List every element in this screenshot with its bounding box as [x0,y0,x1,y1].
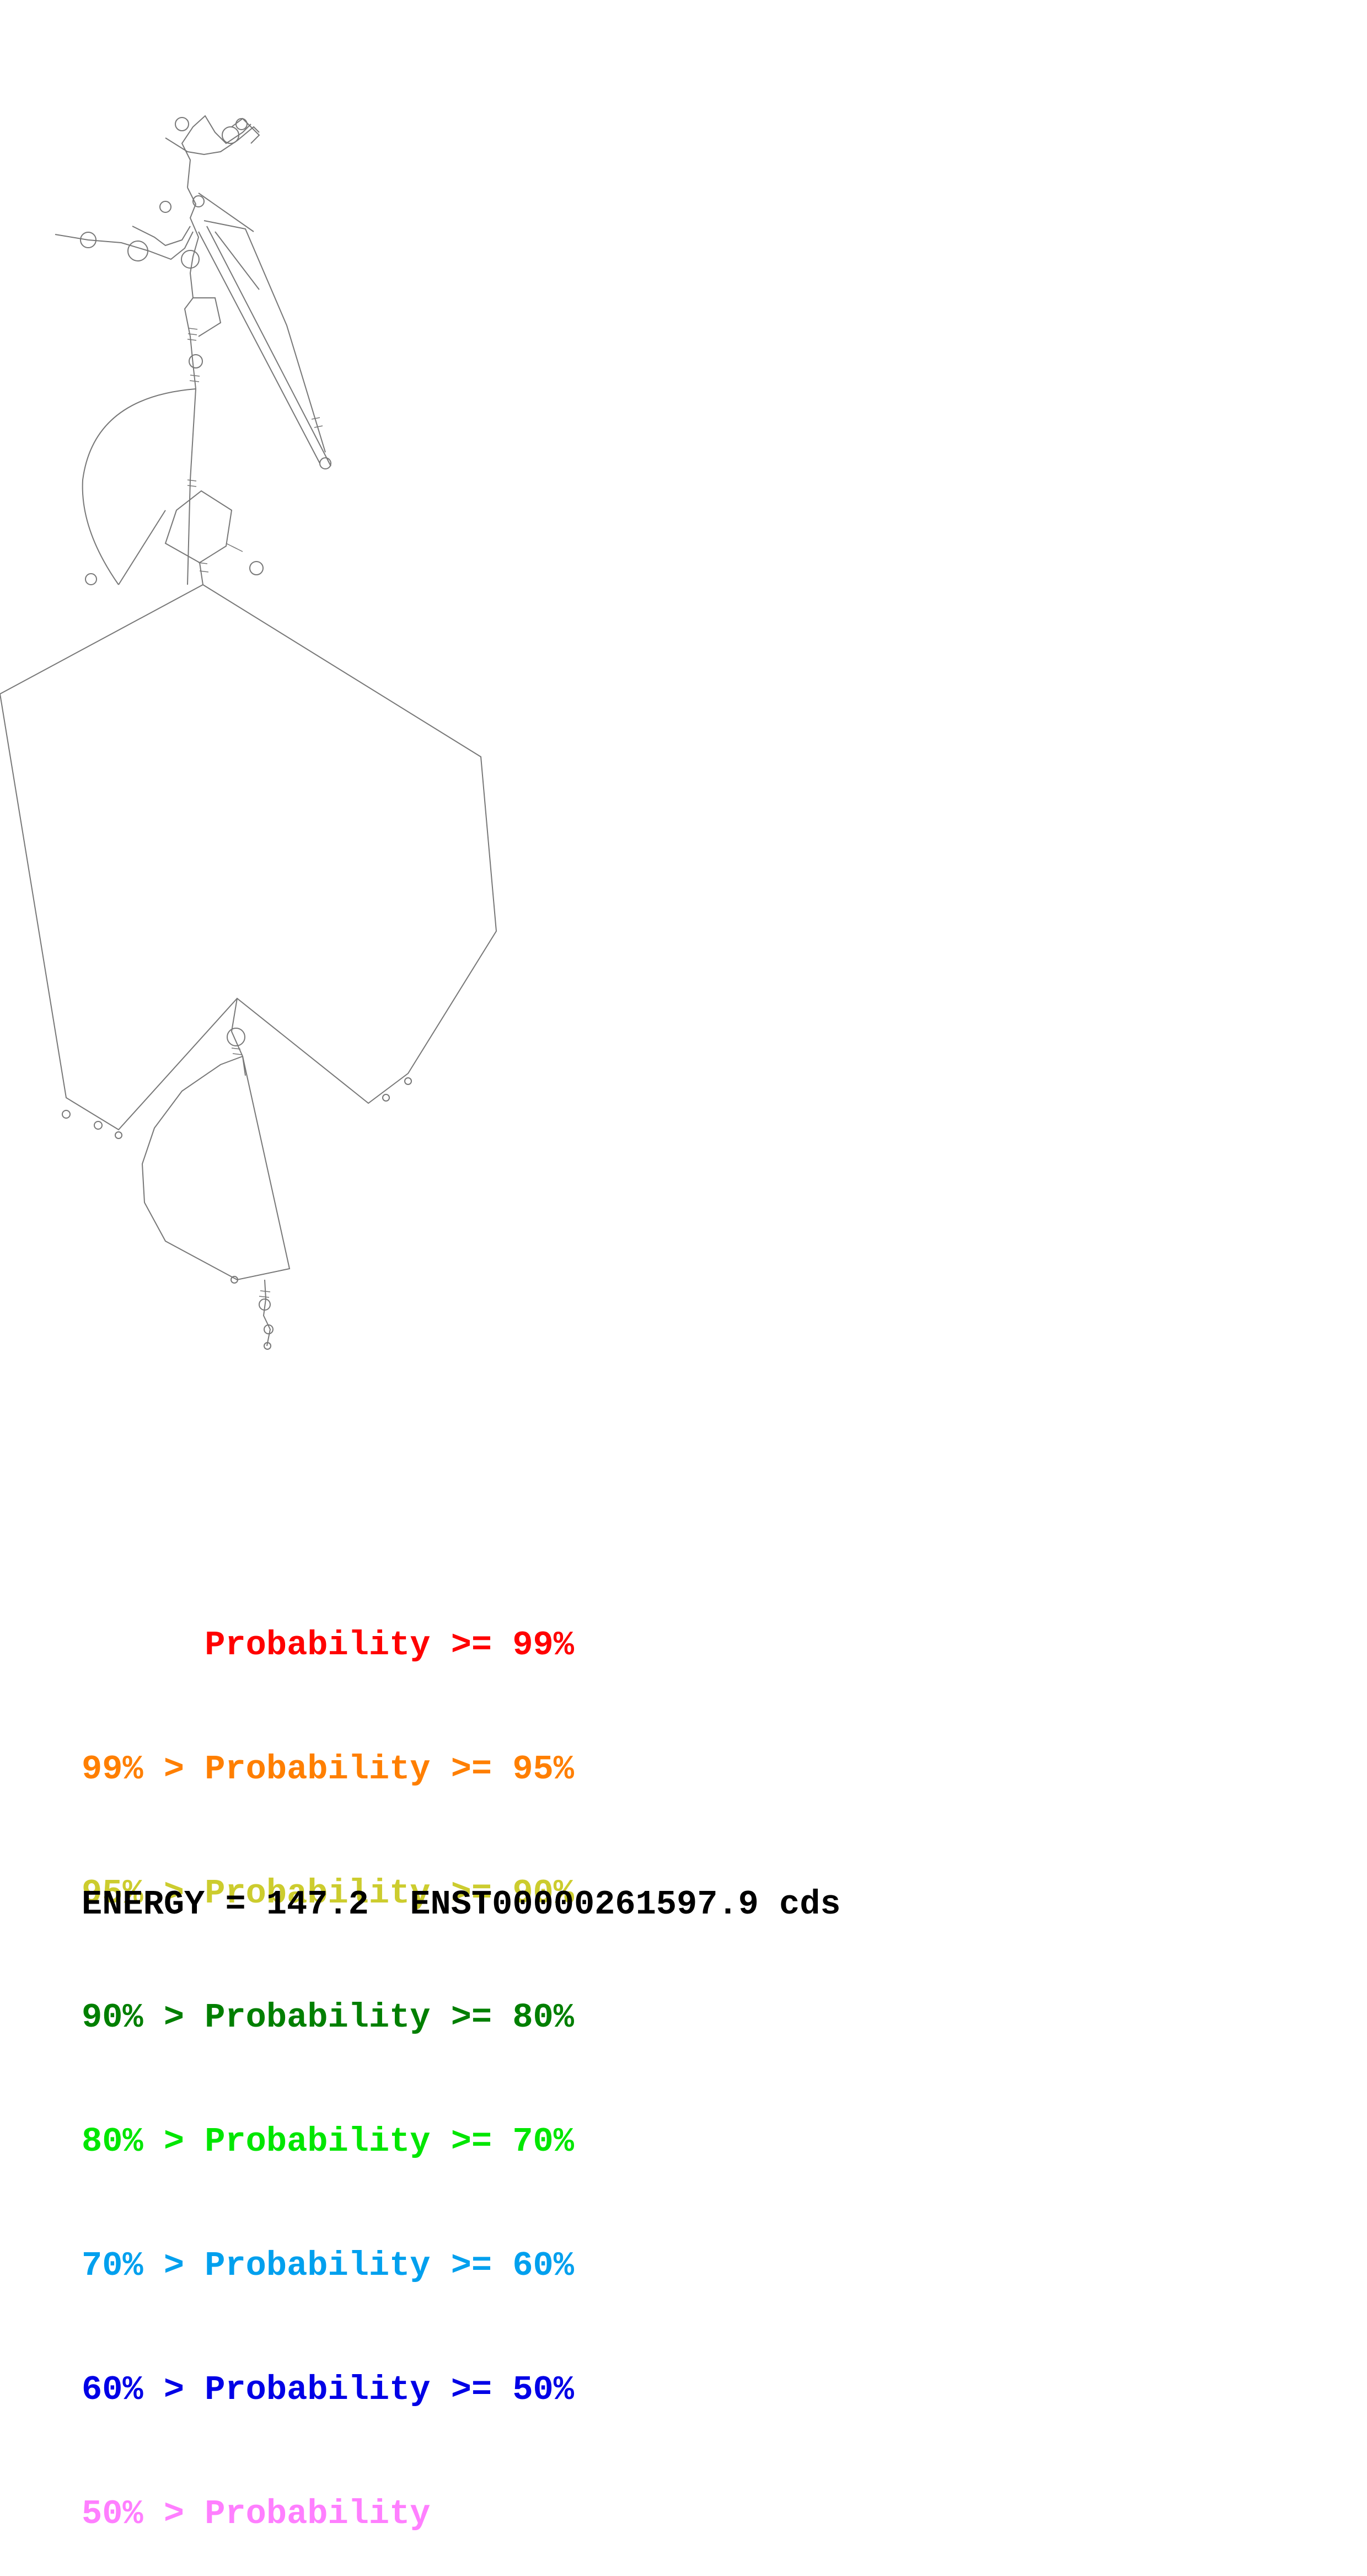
hairpin-loop [222,126,239,144]
structure-backbone [0,115,497,1346]
legend-row-60: 70% > Probability >= 60% [82,2245,574,2286]
hairpin-loop [175,117,189,131]
footer-spacer [369,1885,410,1924]
legend-label: Probability >= 70% [205,2122,574,2161]
long-arm-a [198,231,320,464]
probability-legend: Probability >= 99% 99% > Probability >= … [82,1542,574,2576]
lower-tail [262,1279,271,1346]
legend-prefix: 99% > [82,1750,205,1789]
legend-prefix [82,1626,205,1665]
lower-loop-backbone [141,998,291,1281]
hairpin-loop [230,1276,238,1284]
legend-label: Probability >= 99% [205,1626,574,1665]
hairpin-loop [319,457,331,469]
legend-row-80: 90% > Probability >= 80% [82,1997,574,2038]
hairpin-loop [192,195,205,207]
hairpin-loop [189,354,203,368]
top-tangle-b [165,126,260,156]
top-tangle-a [181,115,251,188]
legend-prefix: 95% > [82,1874,205,1913]
central-multiloop [164,490,233,585]
long-arm-c [203,220,326,453]
legend-prefix: 90% > [82,1998,205,2037]
legend-label: Probability >= 95% [205,1750,574,1789]
hairpin-loop [127,241,148,261]
hairpin-loop [80,232,97,248]
outer-loop-backbone [0,584,497,1131]
structure-loops [62,117,412,1350]
legend-row-90: 95% > Probability >= 90% [82,1873,574,1914]
energy-footer: ENERGY = 147.2 ENST00000261597.9 cds [82,1884,841,1925]
hairpin-loop [382,1094,390,1102]
legend-label: Probability >= 80% [205,1998,574,2037]
hairpin-loop [259,1298,271,1311]
mid-stem [190,388,196,480]
central-stem [187,479,191,585]
legend-label: Probability >= 90% [205,1874,574,1913]
legend-label: Probability >= 60% [205,2246,574,2285]
hairpin-loop [404,1077,412,1085]
energy-value: ENERGY = 147.2 [82,1885,369,1924]
hairpin-loop [227,1028,245,1046]
legend-label: Probability >= 50% [205,2370,574,2409]
legend-row-below-50: 50% > Probability [82,2493,574,2535]
upper-stem [184,297,222,389]
left-arm-b [132,226,191,247]
legend-prefix: 60% > [82,2370,205,2409]
transcript-id: ENST00000261597.9 cds [410,1885,841,1924]
hairpin-loop [249,561,264,575]
left-arm [55,231,194,260]
hairpin-loop [62,1110,71,1119]
legend-label: Probability [205,2494,431,2534]
legend-row-99: Probability >= 99% [82,1624,574,1666]
base-pair-ticks [187,328,323,1298]
legend-row-95: 99% > Probability >= 95% [82,1749,574,1790]
legend-prefix: 70% > [82,2246,205,2285]
hairpin-loop [264,1342,271,1350]
arm-d [215,231,260,290]
hairpin-loop [159,201,171,213]
rna-secondary-structure-diagram [0,115,497,1350]
left-arc [82,388,196,585]
long-arm-b [206,226,331,467]
hairpin-loop [85,573,97,585]
hairpin-loop [115,1131,122,1139]
hairpin-loop [94,1121,103,1130]
arm-e [198,193,254,232]
hairpin-loop [235,118,248,130]
legend-prefix: 50% > [82,2494,205,2534]
legend-row-70: 80% > Probability >= 70% [82,2121,574,2162]
legend-prefix: 80% > [82,2122,205,2161]
legend-row-50: 60% > Probability >= 50% [82,2369,574,2411]
left-arc-chord [118,510,166,585]
hairpin-loop [181,250,200,269]
hairpin-loop [264,1324,274,1334]
upper-branch [187,187,200,298]
top-tangle-c [231,117,260,144]
lower-stem [242,1056,246,1076]
